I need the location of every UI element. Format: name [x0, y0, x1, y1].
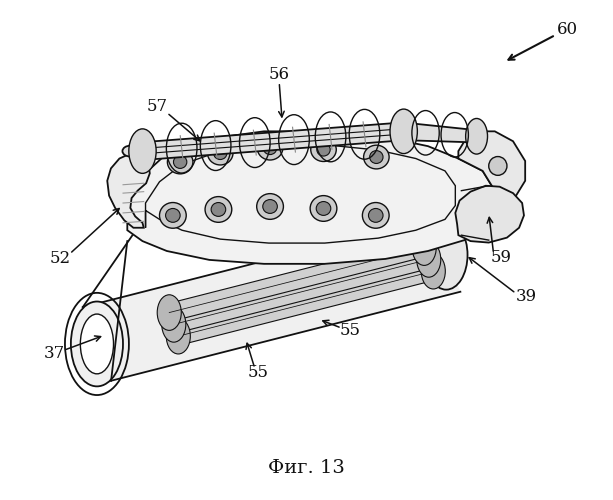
Ellipse shape	[129, 129, 156, 174]
Ellipse shape	[417, 242, 441, 277]
Polygon shape	[166, 239, 427, 321]
Ellipse shape	[390, 109, 417, 154]
Ellipse shape	[211, 202, 226, 216]
Polygon shape	[403, 122, 478, 142]
Ellipse shape	[80, 314, 113, 374]
Ellipse shape	[412, 230, 436, 266]
Ellipse shape	[136, 140, 149, 149]
Text: 55: 55	[248, 364, 268, 381]
Text: 56: 56	[268, 66, 290, 83]
Ellipse shape	[263, 200, 277, 213]
Ellipse shape	[71, 302, 123, 386]
Ellipse shape	[421, 254, 445, 289]
Ellipse shape	[317, 143, 330, 156]
Polygon shape	[170, 251, 432, 333]
Text: 57: 57	[147, 98, 168, 115]
Polygon shape	[107, 154, 150, 228]
Ellipse shape	[205, 196, 232, 222]
Ellipse shape	[207, 141, 233, 165]
Ellipse shape	[159, 202, 186, 228]
Ellipse shape	[425, 220, 468, 290]
Ellipse shape	[368, 208, 383, 222]
Ellipse shape	[362, 202, 389, 228]
Ellipse shape	[166, 208, 180, 222]
Ellipse shape	[257, 136, 283, 160]
Ellipse shape	[157, 295, 181, 330]
Text: 52: 52	[50, 250, 71, 268]
Polygon shape	[128, 132, 495, 264]
Ellipse shape	[364, 145, 389, 169]
Text: 60: 60	[557, 22, 578, 38]
Polygon shape	[459, 132, 525, 210]
Text: 39: 39	[516, 288, 537, 306]
Text: 59: 59	[490, 249, 511, 266]
Ellipse shape	[489, 156, 507, 176]
Ellipse shape	[257, 194, 283, 220]
Ellipse shape	[311, 138, 337, 162]
Polygon shape	[175, 262, 436, 344]
Ellipse shape	[173, 156, 187, 168]
Ellipse shape	[370, 150, 383, 164]
Polygon shape	[142, 122, 405, 160]
Text: Фиг. 13: Фиг. 13	[268, 458, 345, 476]
Ellipse shape	[316, 202, 331, 215]
Ellipse shape	[166, 318, 191, 354]
Ellipse shape	[264, 142, 276, 154]
Polygon shape	[455, 186, 524, 242]
Ellipse shape	[466, 118, 487, 154]
Ellipse shape	[162, 306, 186, 342]
Text: 55: 55	[340, 322, 360, 338]
Ellipse shape	[123, 146, 139, 156]
Ellipse shape	[310, 196, 337, 222]
Polygon shape	[83, 218, 460, 380]
Text: 37: 37	[44, 346, 65, 362]
Ellipse shape	[167, 150, 193, 174]
Ellipse shape	[213, 146, 227, 160]
